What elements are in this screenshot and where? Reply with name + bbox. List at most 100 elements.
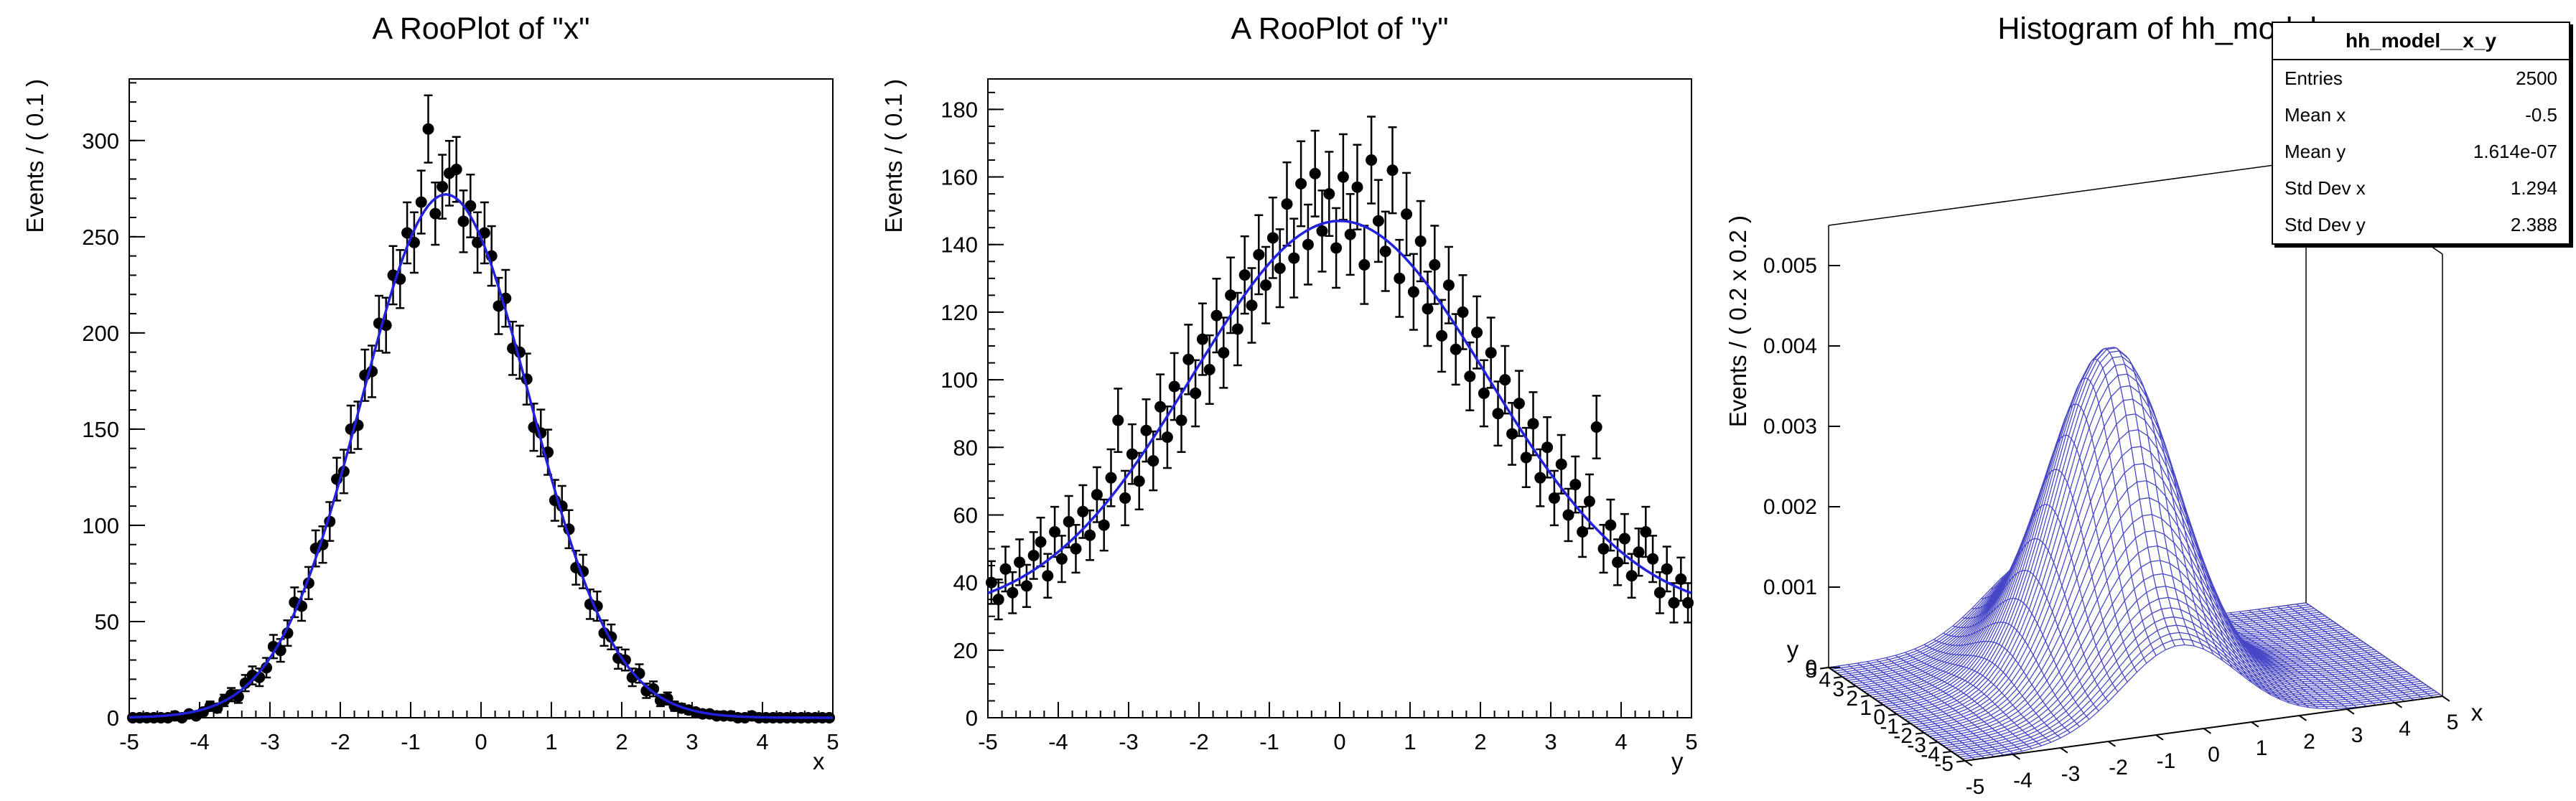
stat-row-entries: Entries 2500 [2273, 60, 2569, 97]
svg-text:3: 3 [1544, 729, 1557, 754]
svg-text:4: 4 [2399, 717, 2411, 741]
surface-mesh [1828, 347, 2443, 762]
rooplot-y-chart: -5 -4 -3 -2 -1 0 1 2 3 4 5 0 20 40 60 80 100 120 140 160 180 [941, 78, 1698, 754]
svg-text:y: y [1787, 636, 1799, 662]
pad-histogram-2d: Histogram of hh_model__x_y Events / ( 0.… [1717, 0, 2576, 801]
svg-text:150: 150 [82, 417, 119, 442]
svg-text:3: 3 [2351, 723, 2363, 747]
svg-text:100: 100 [82, 513, 119, 538]
svg-text:-1: -1 [1259, 729, 1279, 754]
plot-title-y: A RooPlot of "y" [1231, 11, 1449, 46]
svg-text:-2: -2 [1189, 729, 1209, 754]
stat-row-stddev-x: Std Dev x 1.294 [2273, 170, 2569, 207]
svg-text:-3: -3 [1907, 734, 1926, 757]
data-points [985, 116, 1694, 624]
svg-text:-4: -4 [1921, 743, 1940, 767]
stat-label: Mean x [2285, 104, 2346, 126]
svg-text:-3: -3 [1119, 729, 1139, 754]
svg-text:120: 120 [941, 300, 978, 325]
svg-text:250: 250 [82, 225, 119, 250]
svg-text:20: 20 [953, 638, 978, 663]
svg-text:1: 1 [1404, 729, 1416, 754]
svg-text:-2: -2 [330, 729, 350, 754]
svg-text:0: 0 [1873, 706, 1885, 729]
svg-text:-5: -5 [1934, 752, 1954, 776]
svg-text:-1: -1 [2157, 749, 2176, 773]
fit-curve [129, 193, 833, 719]
surface-3d-chart: -5 -4 -3 -2 -1 0 1 2 3 4 5-5-4-3-2-101234500.0010.… [1763, 160, 2483, 799]
svg-text:0.005: 0.005 [1763, 254, 1817, 278]
stat-row-stddev-y: Std Dev y 2.388 [2273, 207, 2569, 243]
svg-text:0: 0 [1333, 729, 1345, 754]
svg-text:0.002: 0.002 [1763, 495, 1817, 519]
svg-text:-4: -4 [2013, 769, 2033, 792]
stat-label: Entries [2285, 67, 2343, 89]
stats-box: hh_model__x_y Entries 2500 Mean x -0.5 M… [2272, 22, 2570, 245]
svg-text:80: 80 [953, 435, 978, 460]
data-points [126, 94, 836, 723]
x-axis-title: y [1671, 748, 1684, 774]
svg-text:1: 1 [545, 729, 557, 754]
pad-rooplot-y: A RooPlot of "y" Events / ( 0.1 ) y -5 -4… [859, 0, 1717, 801]
y-axis: 0 50 100 150 200 250 300 [82, 82, 145, 731]
svg-text:-3: -3 [2061, 762, 2081, 786]
svg-text:-3: -3 [260, 729, 280, 754]
fit-curve [987, 220, 1692, 595]
svg-text:3: 3 [1832, 678, 1844, 701]
x-axis: -5 -4 -3 -2 -1 0 1 2 3 4 5 [978, 702, 1698, 754]
stat-row-mean-y: Mean y 1.614e-07 [2273, 134, 2569, 170]
stat-value: 2.388 [2510, 214, 2557, 235]
svg-text:300: 300 [82, 128, 119, 154]
svg-text:0: 0 [475, 729, 487, 754]
svg-text:4: 4 [756, 729, 768, 754]
stat-label: Std Dev y [2285, 214, 2366, 235]
svg-text:x: x [2471, 699, 2483, 726]
svg-text:4: 4 [1615, 729, 1627, 754]
svg-text:2: 2 [615, 729, 627, 754]
svg-text:1: 1 [1859, 696, 1872, 720]
svg-text:180: 180 [941, 97, 978, 122]
svg-text:0: 0 [1805, 656, 1817, 680]
svg-text:160: 160 [941, 165, 978, 190]
svg-text:0.003: 0.003 [1763, 415, 1817, 439]
svg-text:5: 5 [826, 729, 839, 754]
pad-rooplot-x: A RooPlot of "x" Events / ( 0.1 ) x -5 -4… [0, 0, 859, 801]
svg-text:5: 5 [2447, 711, 2459, 734]
svg-text:50: 50 [95, 609, 119, 634]
floor-axes: -5 -4 -3 -2 -1 0 1 2 3 4 5-5-4-3-2-101234500.0010.… [1763, 254, 2483, 799]
svg-text:40: 40 [953, 571, 978, 596]
stat-value: 1.294 [2510, 177, 2557, 199]
svg-text:0: 0 [2208, 743, 2220, 767]
stat-label: Std Dev x [2285, 177, 2366, 199]
svg-text:-1: -1 [401, 729, 421, 754]
svg-text:5: 5 [1805, 659, 1817, 683]
svg-text:200: 200 [82, 321, 119, 346]
stat-row-mean-x: Mean x -0.5 [2273, 97, 2569, 134]
plot-frame [129, 78, 834, 718]
svg-text:-4: -4 [1048, 729, 1068, 754]
svg-text:-5: -5 [978, 729, 998, 754]
svg-text:100: 100 [941, 367, 978, 393]
svg-text:-5: -5 [119, 729, 139, 754]
svg-text:60: 60 [953, 502, 978, 528]
svg-text:4: 4 [1819, 668, 1831, 692]
stat-label: Mean y [2285, 141, 2346, 162]
svg-text:0.001: 0.001 [1763, 576, 1817, 599]
svg-text:5: 5 [1685, 729, 1697, 754]
svg-text:2: 2 [1474, 729, 1486, 754]
svg-text:3: 3 [686, 729, 698, 754]
stat-value: 2500 [2516, 67, 2557, 89]
x-axis-title: x [813, 748, 825, 774]
svg-text:-5: -5 [1966, 775, 1985, 799]
svg-text:0.004: 0.004 [1763, 334, 1817, 358]
svg-text:1: 1 [2256, 736, 2268, 760]
svg-text:2: 2 [1846, 687, 1858, 711]
svg-text:-1: -1 [1880, 715, 1899, 739]
x-axis: -5 -4 -3 -2 -1 0 1 2 3 4 5 [119, 702, 839, 754]
y-axis: 0 20 40 60 80 100 120 140 160 180 [941, 91, 1004, 731]
stat-value: 1.614e-07 [2473, 141, 2557, 162]
svg-text:-4: -4 [190, 729, 210, 754]
plot-frame [987, 78, 1692, 718]
stats-title: hh_model__x_y [2273, 23, 2569, 60]
svg-text:2: 2 [2303, 730, 2315, 754]
